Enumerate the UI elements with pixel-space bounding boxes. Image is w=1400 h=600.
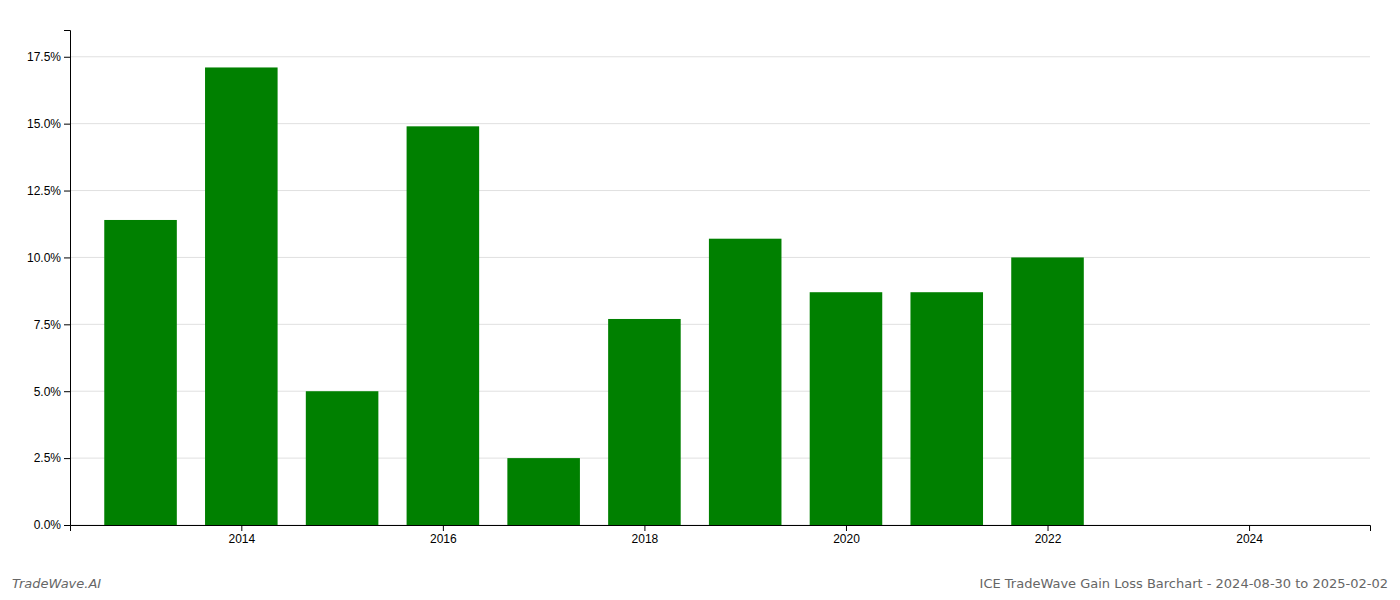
y-tick-label: 5.0% — [34, 385, 62, 399]
y-tick: 17.5% — [27, 50, 70, 64]
x-tick: 2014 — [228, 525, 255, 546]
y-tick-label: 2.5% — [34, 451, 62, 465]
grid-line — [70, 56, 1370, 57]
bars — [104, 67, 1084, 525]
x-tick-mark — [644, 525, 645, 531]
x-tick-label: 2014 — [228, 532, 255, 546]
x-tick-mark — [846, 525, 847, 531]
y-tick: 7.5% — [34, 318, 70, 332]
x-tick: 2024 — [1236, 525, 1263, 546]
bar — [104, 220, 177, 525]
footer-text: ICE TradeWave Gain Loss Barchart - 2024-… — [980, 576, 1388, 591]
y-tick-label: 17.5% — [27, 50, 61, 64]
x-tick-label: 2018 — [632, 532, 659, 546]
y-axis: 0.0% 2.5% 5.0% 7.5% 10.0% 12.5% 15.0% 17.5% — [27, 31, 71, 533]
y-axis-line — [64, 31, 71, 526]
y-tick-mark — [64, 124, 70, 125]
x-tick-mark — [241, 525, 242, 531]
x-tick-mark — [443, 525, 444, 531]
bar — [205, 67, 278, 525]
y-tick-mark — [64, 458, 70, 459]
y-tick-mark — [64, 391, 70, 392]
x-tick-label: 2016 — [430, 532, 457, 546]
y-tick: 15.0% — [27, 117, 70, 131]
y-tick-label: 15.0% — [27, 117, 61, 131]
bar — [608, 319, 681, 525]
bar — [407, 126, 480, 525]
x-tick: 2020 — [833, 525, 860, 546]
footer-text: TradeWave.AI — [12, 576, 101, 591]
x-tick-label: 2022 — [1035, 532, 1062, 546]
grid — [70, 57, 1370, 525]
x-tick-mark — [1048, 525, 1049, 531]
y-tick-mark — [64, 191, 70, 192]
y-tick-mark — [64, 525, 70, 526]
x-tick-label: 2024 — [1236, 532, 1263, 546]
x-tick: 2022 — [1035, 525, 1062, 546]
y-tick-label: 7.5% — [34, 318, 62, 332]
chart: 2014 2016 2018 2020 2022 2024 0.0% 2.5% 5.0% 7.5%… — [0, 0, 1400, 600]
y-tick-label: 10.0% — [27, 251, 61, 265]
y-tick: 2.5% — [34, 451, 70, 465]
bar — [810, 292, 883, 525]
x-tick: 2016 — [430, 525, 457, 546]
x-tick-label: 2020 — [833, 532, 860, 546]
x-tick-mark — [1249, 525, 1250, 531]
x-tick: 2018 — [632, 525, 659, 546]
x-axis-line — [71, 526, 1371, 532]
y-tick-mark — [64, 324, 70, 325]
y-tick: 10.0% — [27, 251, 70, 265]
x-axis: 2014 2016 2018 2020 2022 2024 — [71, 525, 1371, 546]
y-tick-mark — [64, 257, 70, 258]
y-tick-label: 12.5% — [27, 184, 61, 198]
y-tick-mark — [64, 57, 70, 58]
y-tick: 0.0% — [34, 518, 70, 532]
y-tick-label: 0.0% — [34, 518, 62, 532]
bar — [1011, 257, 1084, 525]
y-tick: 12.5% — [27, 184, 70, 198]
y-tick: 5.0% — [34, 385, 70, 399]
bar — [709, 239, 782, 525]
bar — [507, 458, 580, 525]
bar — [910, 292, 983, 525]
bar — [306, 391, 379, 525]
